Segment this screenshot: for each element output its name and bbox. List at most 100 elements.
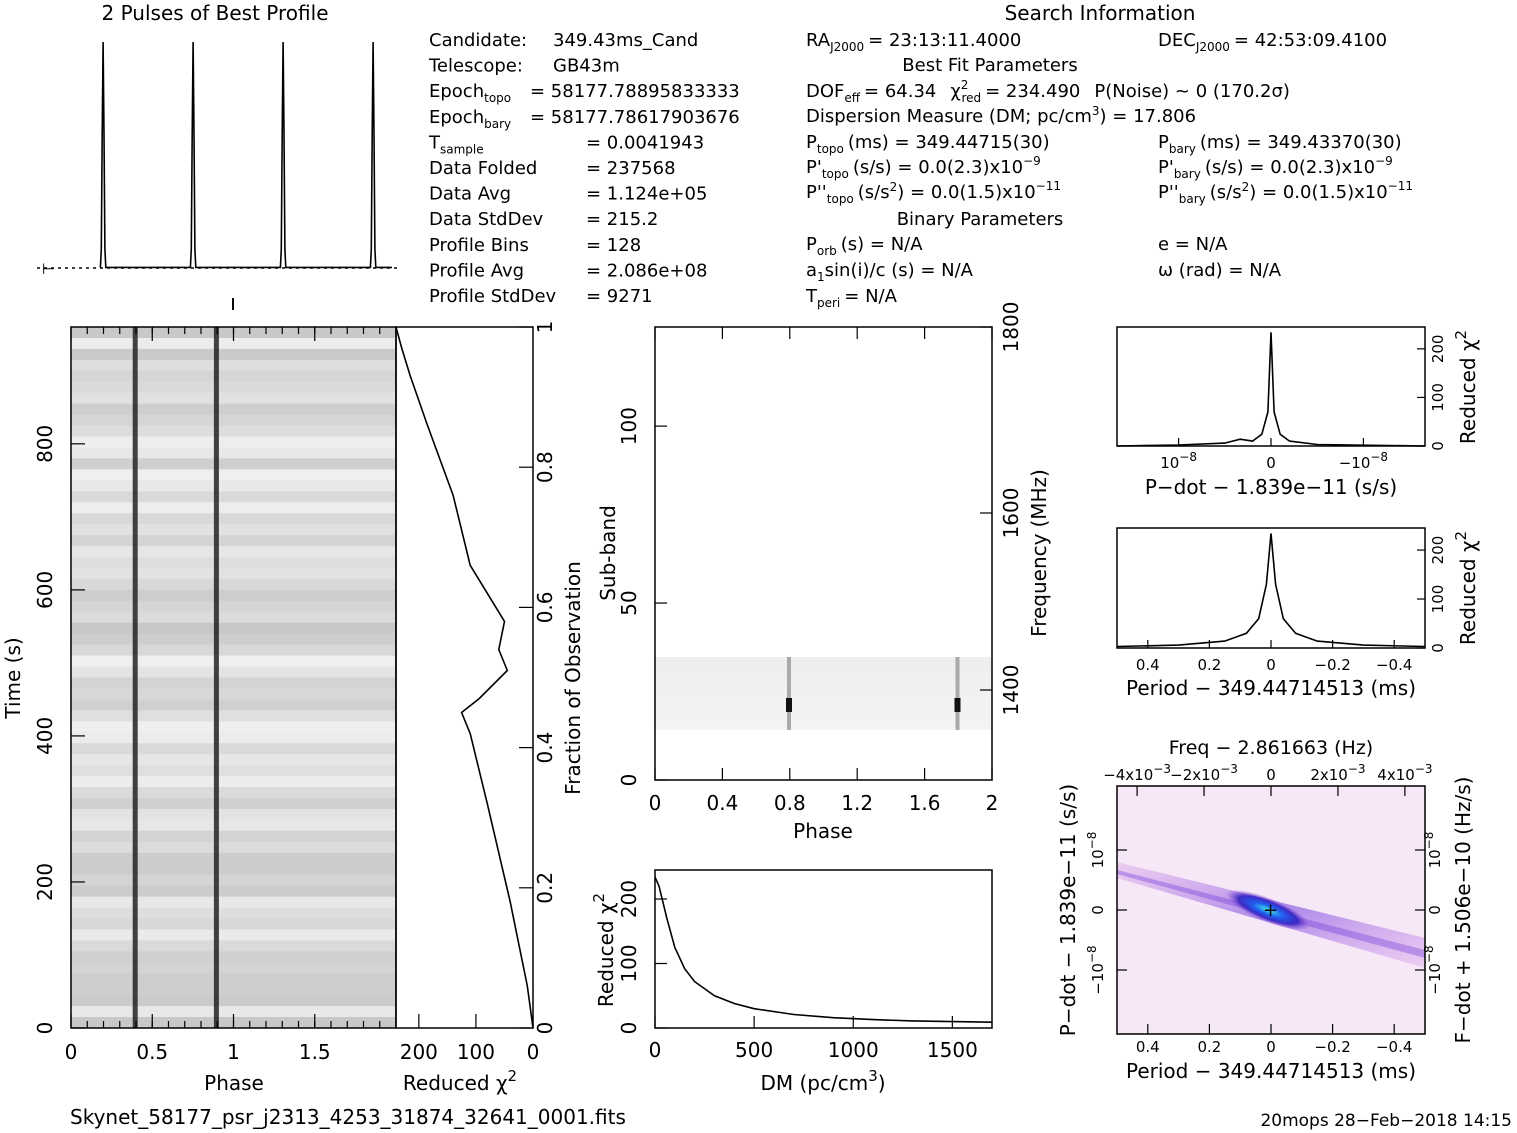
- dm-ylabel: Reduced χ2: [590, 893, 618, 1007]
- pp-xlabel: Period − 349.44714513 (ms): [1126, 1059, 1416, 1083]
- pp-toptick-label: 4x10−3: [1377, 762, 1432, 784]
- tp-row: [71, 513, 396, 525]
- pp-toptick-label: −4x10−3: [1103, 762, 1171, 784]
- tp-ytick-label: 400: [33, 717, 57, 755]
- pp-xtick-label: −0.2: [1314, 1038, 1350, 1056]
- svg-text:Tperi= N/A: Tperi = N/A: [805, 286, 898, 310]
- tp-row: [71, 578, 396, 591]
- tp-row: [71, 480, 396, 492]
- sb-rtick-label: 1400: [999, 665, 1023, 716]
- sb-rlabel: Frequency(MHz): [1027, 469, 1051, 637]
- pp-rtick-label: 0: [1426, 905, 1444, 915]
- pp-rtick-label: −10−8: [1422, 945, 1444, 994]
- pp-ytick-label: 10−8: [1085, 832, 1107, 869]
- info-row: Data Folded: [429, 158, 537, 179]
- sb-ytick-label: 100: [617, 407, 641, 445]
- sb-xtick-label: 1.2: [841, 791, 873, 815]
- pd-xtick-label: 10−8: [1160, 450, 1197, 472]
- tp-row: [71, 885, 396, 898]
- tp-row: [71, 743, 396, 755]
- info-row: Data StdDev: [429, 209, 544, 230]
- tp-row: [71, 995, 396, 1007]
- tp-row: [71, 557, 396, 569]
- svg-text:P''bary(s/s2) = 0.0(1.5)x10−11: P''bary (s/s2) = 0.0(1.5)x10−11: [1158, 179, 1413, 206]
- pp-toptick-label: −2x10−3: [1170, 762, 1238, 784]
- tp-row: [71, 732, 396, 744]
- tp-row: [71, 348, 396, 361]
- tp-row: [71, 655, 396, 668]
- pp-title: Freq − 2.861663 (Hz): [1169, 737, 1373, 759]
- tp-row: [71, 392, 396, 405]
- tp-row: [71, 359, 396, 372]
- ppdot-peak: [1226, 889, 1310, 931]
- tp-row: [71, 425, 396, 438]
- tp-xtick-label: 1: [227, 1040, 240, 1064]
- tp-row: [71, 962, 396, 974]
- sb-ylabel: Sub-band: [596, 505, 620, 601]
- p-pdot-plane: + 0.4 0.2 0 −0.2 −0.4 −4x10−3 −2x10−3 0 2x10−3 4…: [1056, 737, 1475, 1083]
- sb-xtick-label: 1.6: [909, 791, 941, 815]
- footer-filename: Skynet_58177_psr_j2313_4253_31874_32641_…: [70, 1105, 626, 1129]
- tp-row: [71, 907, 396, 919]
- dm-xtick-label: 1500: [927, 1038, 978, 1062]
- tp-row: [71, 589, 396, 602]
- info-value: = 215.2: [586, 209, 658, 230]
- sb-pulse-track: [955, 657, 960, 730]
- tp-row: [71, 1006, 396, 1018]
- svg-text:Ptopo(ms) = 349.44715(30): Ptopo (ms) = 349.44715(30): [806, 132, 1050, 156]
- tp-row: [71, 436, 396, 448]
- ct-rtick-label: 1: [533, 321, 557, 334]
- info-row: Candidate:: [429, 30, 527, 51]
- pd-xlabel: P−dot − 1.839e−11 (s/s): [1145, 475, 1397, 499]
- tp-row: [71, 338, 396, 350]
- pd-xtick-label: −10−8: [1339, 450, 1388, 472]
- sb-xtick-label: 0.4: [706, 791, 738, 815]
- pc-xlabel: Period − 349.44714513 (ms): [1126, 676, 1416, 700]
- info-value: 349.43ms_Cand: [553, 30, 698, 51]
- svg-text:DECJ2000= 42:53:09.4100: DECJ2000 = 42:53:09.4100: [1158, 30, 1387, 54]
- pc-ytick-label: 100: [1429, 585, 1447, 614]
- info-row: Profile StdDev: [429, 286, 557, 307]
- info-row: Data Avg: [429, 184, 511, 205]
- info-left-block: Candidate: 349.43ms_Cand Telescope: GB43m Ep…: [428, 30, 740, 307]
- tp-row: [71, 819, 396, 832]
- dm-xlabel: DM (pc/cm3): [760, 1067, 885, 1095]
- ppdot-best-marker: +: [1263, 900, 1278, 921]
- tp-row: [71, 699, 396, 711]
- tp-xlabel: Phase: [204, 1071, 264, 1095]
- pp-toptick-label: 0: [1266, 766, 1276, 784]
- pd-ytick-label: 100: [1429, 383, 1447, 412]
- tp-row: [71, 491, 396, 503]
- tp-row: [71, 798, 396, 810]
- ct-xtick-label: 0: [527, 1040, 540, 1064]
- pp-ytick-label: 0: [1089, 905, 1107, 915]
- tp-row: [71, 852, 396, 865]
- info-value: = 128: [586, 235, 641, 256]
- ct-xlabel: Reduced χ2: [403, 1067, 517, 1095]
- svg-text:Dispersion Measure (DM; pc/cm3: Dispersion Measure (DM; pc/cm3) = 17.806: [806, 104, 1196, 127]
- svg-text:P''topo(s/s2) = 0.0(1.5)x10−11: P''topo (s/s2) = 0.0(1.5)x10−11: [806, 179, 1061, 206]
- pp-toptick-label: 2x10−3: [1310, 762, 1365, 784]
- pd-ytick-label: 200: [1429, 335, 1447, 364]
- tp-row: [71, 841, 396, 854]
- tp-row: [71, 370, 396, 383]
- sb-pulse-track: [787, 657, 791, 730]
- tp-row: [71, 447, 396, 459]
- pc-ytick-label: 200: [1429, 536, 1447, 565]
- footer-stamp: 20mops 28−Feb−2018 14:15: [1260, 1111, 1512, 1131]
- tp-row: [71, 765, 396, 777]
- pc-xtick-label: 0: [1266, 656, 1276, 674]
- tp-xtick-label: 0: [65, 1040, 78, 1064]
- binary-title: Binary Parameters: [897, 209, 1064, 230]
- sb-xtick-label: 0.8: [774, 791, 806, 815]
- info-row: Telescope:: [428, 56, 523, 77]
- search-info-title: Search Information: [1005, 1, 1196, 25]
- svg-text:a1sin(i)/c (s) = N/A: a1sin(i)/c (s) = N/A: [806, 260, 974, 284]
- dm-ytick-label: 100: [617, 944, 641, 982]
- ct-xtick-label: 200: [400, 1040, 438, 1064]
- tp-row: [71, 787, 396, 799]
- info-value: GB43m: [553, 56, 620, 77]
- info-value: = 58177.78895833333: [530, 81, 740, 102]
- tp-row: [71, 776, 396, 788]
